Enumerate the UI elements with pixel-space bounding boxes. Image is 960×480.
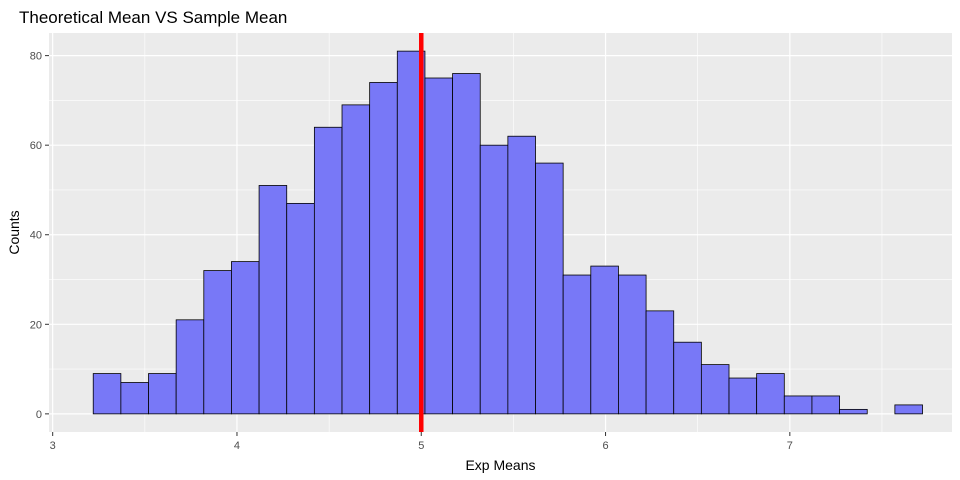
x-tick-label: 5 <box>418 440 424 452</box>
histogram-bar <box>203 270 232 415</box>
y-tick-label: 60 <box>30 140 42 152</box>
histogram-bar <box>783 395 813 415</box>
histogram-bar <box>452 73 481 415</box>
x-tick-label: 7 <box>787 440 793 452</box>
histogram-bar <box>92 373 122 415</box>
histogram-bar <box>424 77 453 415</box>
y-axis-title: Counts <box>6 210 22 254</box>
histogram-bar <box>341 104 371 415</box>
x-tick-label: 6 <box>602 440 608 452</box>
histogram-bar <box>673 341 702 415</box>
histogram-bar <box>618 274 647 415</box>
y-tick-label: 40 <box>30 230 42 242</box>
histogram-bars <box>92 50 923 415</box>
histogram-bar <box>175 319 205 415</box>
histogram-bar <box>535 162 564 415</box>
histogram-bar <box>286 202 315 415</box>
histogram-bar <box>258 185 288 415</box>
histogram-bar <box>700 364 730 415</box>
x-tick-label: 4 <box>234 440 240 452</box>
histogram-bar <box>811 395 840 415</box>
histogram-bar <box>507 135 536 415</box>
histogram-bar <box>756 373 785 415</box>
x-tick-label: 3 <box>50 440 56 452</box>
histogram-bar <box>645 310 675 415</box>
histogram-bar <box>148 373 177 415</box>
histogram-bar <box>369 82 398 415</box>
histogram-bar <box>590 265 619 415</box>
chart-title: Theoretical Mean VS Sample Mean <box>19 8 287 27</box>
axis-ticks <box>45 55 791 436</box>
histogram-bar <box>313 126 343 415</box>
y-tick-label: 0 <box>36 409 42 421</box>
histogram-bar <box>839 408 868 415</box>
histogram-bar <box>479 144 509 415</box>
histogram-bar <box>894 404 923 415</box>
histogram-bar <box>120 382 149 415</box>
y-tick-label: 20 <box>30 319 42 331</box>
histogram-bar <box>562 274 592 415</box>
histogram-bar <box>231 261 260 415</box>
x-axis-title: Exp Means <box>465 457 535 473</box>
y-tick-labels: 0 20 40 60 80 <box>30 51 42 421</box>
y-tick-label: 80 <box>30 51 42 63</box>
x-tick-labels: 3 4 5 6 7 <box>50 440 793 452</box>
histogram-bar <box>728 377 758 415</box>
